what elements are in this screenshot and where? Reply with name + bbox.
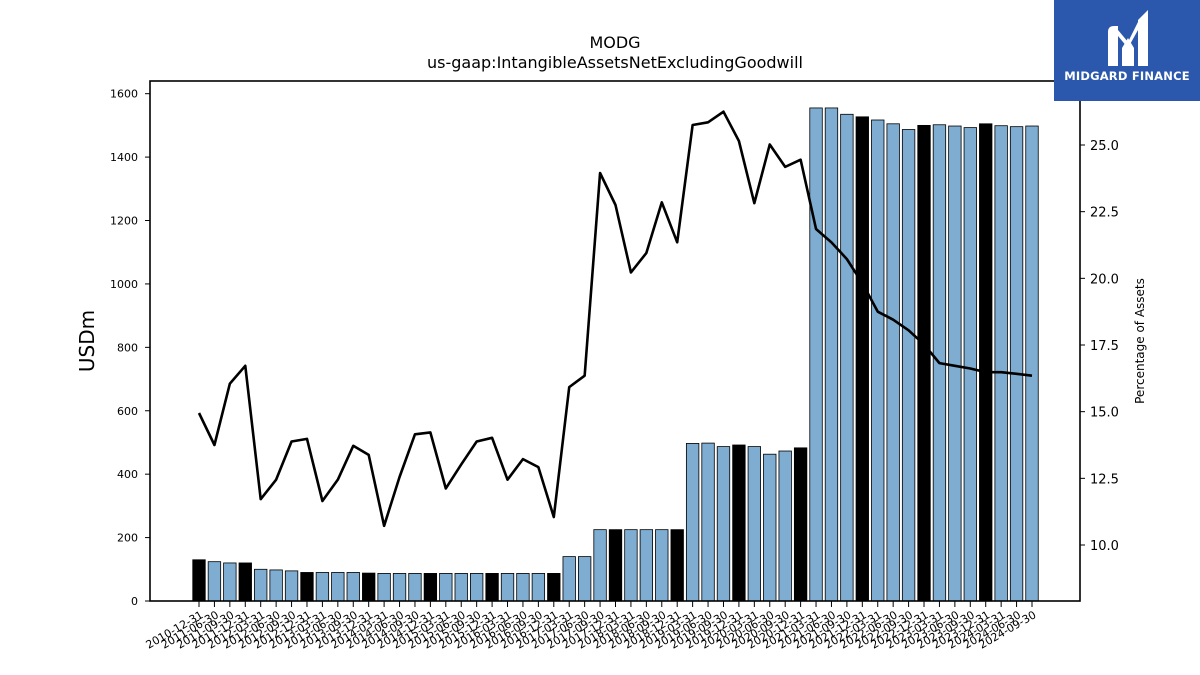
y2-tick-label: 15.0 xyxy=(1090,406,1119,421)
y2-tick-label: 12.5 xyxy=(1090,472,1119,487)
bar-2021-12-31 xyxy=(871,119,885,602)
y-tick-label: 800 xyxy=(117,341,138,354)
bar-2016-06-30 xyxy=(531,573,546,602)
bar-2024-06-30 xyxy=(1025,125,1039,602)
bar-2021-09-30 xyxy=(855,116,869,602)
bar-2020-03-31 xyxy=(763,453,777,602)
bar-2018-06-30 xyxy=(655,529,669,602)
chart-title: MODG xyxy=(589,33,640,52)
bar-2023-12-31 xyxy=(994,125,1008,602)
y2-tick-label: 17.5 xyxy=(1090,339,1119,354)
bar-2022-09-30 xyxy=(917,124,931,602)
midgard-finance-logo: MIDGARD FINANCE xyxy=(1054,0,1200,101)
y-tick-label: 1200 xyxy=(110,215,138,228)
bar-2020-12-31 xyxy=(809,107,823,602)
bar-2019-12-31 xyxy=(747,446,761,602)
bar-2019-09-30 xyxy=(732,444,746,602)
bar-2018-03-31 xyxy=(639,529,653,602)
bar-2015-12-31 xyxy=(500,573,515,602)
bar-2011-09-30 xyxy=(238,562,252,602)
bar-2021-03-31 xyxy=(824,107,839,602)
y-tick-label: 1400 xyxy=(110,151,138,164)
axes: 0 200 400 600 800 1000 1200 1400 1600 10.0 12.5 15.… xyxy=(110,80,1119,652)
bar-2011-12-31 xyxy=(254,568,268,602)
bar-2013-06-30 xyxy=(346,572,360,602)
y2-tick-label: 10.0 xyxy=(1090,539,1119,554)
bar-series xyxy=(192,107,1039,602)
bar-2020-06-30 xyxy=(778,450,792,602)
bar-2013-12-31 xyxy=(377,573,391,602)
bar-2019-03-31 xyxy=(701,442,715,602)
bar-2015-06-30 xyxy=(470,573,484,602)
bar-2012-06-30 xyxy=(284,570,299,602)
bar-2018-09-30 xyxy=(670,529,684,602)
line-series xyxy=(197,110,1033,528)
y2-tick-label: 20.0 xyxy=(1090,272,1119,287)
bar-2012-09-30 xyxy=(300,572,314,602)
y2-tick-label: 22.5 xyxy=(1090,206,1119,221)
y-tick-label: 1600 xyxy=(110,88,138,101)
bar-2022-03-31 xyxy=(886,123,900,602)
bar-2016-12-31 xyxy=(562,556,576,602)
bar-2021-06-30 xyxy=(840,113,854,602)
y-tick-label: 400 xyxy=(117,468,138,481)
bar-2017-03-31 xyxy=(578,556,592,602)
bar-2013-03-31 xyxy=(331,572,345,602)
chart-subtitle: us-gaap:IntangibleAssetsNetExcludingGood… xyxy=(427,53,803,72)
y2-tick-label: 25.0 xyxy=(1090,139,1119,154)
bar-2012-03-31 xyxy=(269,569,283,602)
bar-2011-03-31 xyxy=(207,561,222,602)
bar-2015-03-31 xyxy=(454,573,468,602)
bar-2023-09-30 xyxy=(979,123,993,602)
bar-2017-09-30 xyxy=(608,529,623,602)
bar-2015-09-30 xyxy=(485,573,499,602)
y-axis-label: USDm xyxy=(75,310,99,372)
bar-2023-06-30 xyxy=(963,127,977,602)
logo-text: MIDGARD FINANCE xyxy=(1064,69,1190,83)
percentage-line xyxy=(197,110,1033,528)
y-tick-label: 1000 xyxy=(110,278,138,291)
bar-2014-03-31 xyxy=(392,573,407,602)
bar-2023-03-31 xyxy=(948,125,962,602)
bar-2012-12-31 xyxy=(315,572,330,602)
bar-2019-06-30 xyxy=(716,446,731,602)
midgard-m-icon xyxy=(1108,10,1148,66)
bar-2024-03-31 xyxy=(1009,126,1024,602)
bar-2014-12-31 xyxy=(439,573,453,602)
bar-2018-12-31 xyxy=(685,443,700,602)
bar-2016-03-31 xyxy=(516,573,530,602)
bar-2017-12-31 xyxy=(624,529,638,602)
bar-2014-06-30 xyxy=(408,573,422,602)
y-tick-label: 200 xyxy=(117,532,138,545)
bar-2011-06-30 xyxy=(223,562,237,602)
bar-2022-06-30 xyxy=(901,129,916,602)
bar-2014-09-30 xyxy=(423,573,438,602)
bar-2013-09-30 xyxy=(362,572,376,602)
y-tick-label: 0 xyxy=(131,595,138,608)
y-tick-label: 600 xyxy=(117,405,138,418)
bar-2017-06-30 xyxy=(593,529,607,602)
y2-axis-label: Percentage of Assets xyxy=(1133,278,1147,404)
bar-2010-12-31 xyxy=(192,559,206,602)
bar-2020-09-30 xyxy=(793,447,808,602)
bar-2016-09-30 xyxy=(547,573,561,602)
